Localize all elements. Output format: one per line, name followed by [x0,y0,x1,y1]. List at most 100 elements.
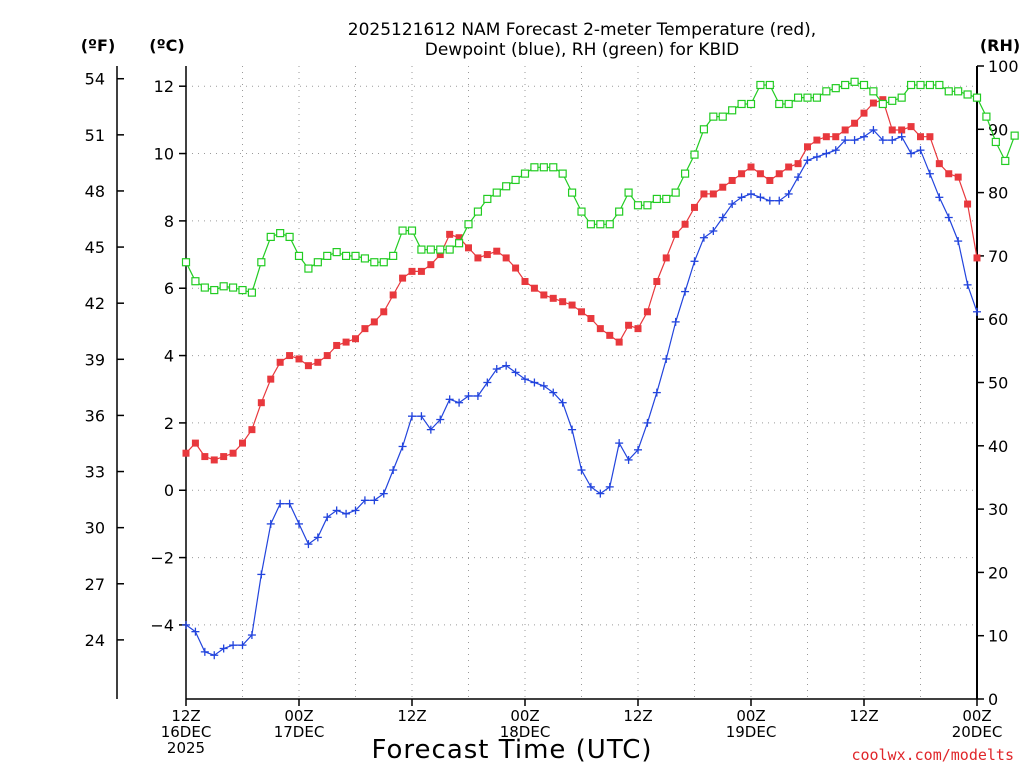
dewpoint-point [464,391,473,400]
celsius-tick-label: 4 [164,347,174,366]
temperature-point [502,254,510,262]
temperature-point [342,338,350,346]
dewpoint-point [417,412,426,421]
temperature-point [709,190,717,198]
dewpoint-point [276,499,285,508]
temperature-point [869,99,877,107]
dewpoint-point [765,196,774,205]
dewpoint-point [521,375,529,384]
rh-tick-label: 20 [988,563,1008,582]
dewpoint-point [652,388,661,397]
temperature-point [775,170,783,178]
temperature-point [521,277,529,285]
dewpoint-point [916,146,925,155]
temperature-point [738,170,746,178]
temperature-point [210,456,218,464]
rh-point [398,226,407,235]
temperature-point [352,335,359,343]
dewpoint-point [586,482,595,491]
celsius-tick-label: −2 [150,549,174,568]
dewpoint-point [878,136,887,145]
rh-point [502,182,511,191]
rh-point [379,258,388,267]
dewpoint-point [699,233,708,242]
fahrenheit-tick-label: 42 [85,294,105,313]
rh-point [963,90,972,99]
dewpoint-point [577,466,586,475]
dewpoint-point [897,132,906,141]
temperature-point [653,277,661,285]
dewpoint-point [973,307,981,316]
rh-tick-label: 50 [988,374,1008,393]
fahrenheit-tick-label: 48 [85,182,105,201]
rh-point [313,258,322,267]
temperature-point [370,318,378,326]
rh-point [473,207,483,216]
rh-point [1010,131,1019,140]
temperature-point [625,321,633,329]
dewpoint-point [332,506,341,515]
rh-point [511,175,520,185]
dewpoint-point [445,395,454,404]
temperature-point [455,234,463,242]
temperature-point [295,355,303,363]
temperature-point [474,254,482,262]
rh-point [247,288,257,297]
dewpoint-point [304,540,313,549]
dewpoint-point [408,412,416,421]
temperature-point [606,331,614,339]
rh-point [850,77,859,86]
temperature-point [964,200,972,208]
rh-point [586,220,596,229]
temperature-point [662,254,670,262]
fahrenheit-tick-label: 24 [85,631,105,650]
rh-point [332,248,341,257]
temperature-point [286,352,294,360]
celsius-tick-label: 6 [164,279,174,298]
celsius-axis-unit: (ºC) [149,36,184,55]
dewpoint-point [360,496,369,505]
dewpoint-point [558,398,567,407]
rh-point [436,245,445,254]
rh-point [407,226,417,235]
celsius-tick-label: 12 [154,77,174,96]
dewpoint-point [210,651,219,660]
rh-tick-label: 30 [988,500,1008,519]
time-tick-label: 12Z [623,707,652,725]
rh-point [737,99,746,109]
dewpoint-point [605,482,614,491]
rh-point [935,80,944,90]
time-tick-label: 16DEC [161,723,212,741]
temperature-point [954,173,962,181]
rh-point [276,229,285,238]
site-credit: coolwx.com/modelts [851,746,1014,764]
time-tick-label: 00Z [962,707,991,725]
rh-point [530,163,539,172]
rh-point [803,93,812,102]
temperature-point [719,183,727,191]
data-series [181,77,1019,660]
rh-point [210,285,219,295]
rh-point [841,80,850,90]
rh-point [954,87,963,96]
rh-point [596,220,605,229]
rh-point [869,87,878,96]
rh-point [323,251,332,260]
time-tick-label: 00Z [510,707,539,725]
dewpoint-point [426,425,435,434]
rh-point [417,245,426,254]
rh-point [662,194,671,204]
rh-point [775,99,784,109]
fahrenheit-axis-unit: (ºF) [81,36,116,55]
series-red [182,96,981,464]
rh-point [549,163,558,172]
temperature-point [239,439,246,447]
fahrenheit-tick-label: 45 [85,238,105,257]
temperature-point [248,426,256,434]
rh-tick-label: 0 [988,690,998,709]
temperature-point [549,294,557,302]
time-tick-label: 12Z [171,707,200,725]
temperature-point [276,358,284,366]
dewpoint-point [266,519,275,528]
rh-point [982,112,991,121]
